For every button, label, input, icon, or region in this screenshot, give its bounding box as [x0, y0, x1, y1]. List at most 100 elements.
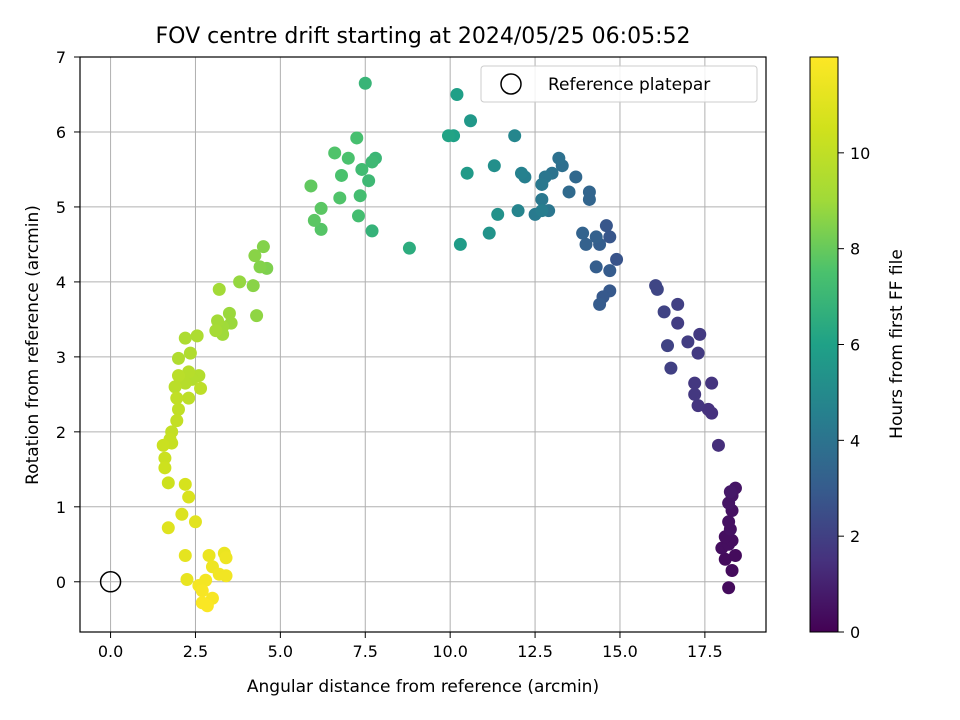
plot-area: 0.0 2.5 5.0 7.5 10.0 12.5 15.0 17.5 0 1 2 3 4 5 6 7 — [56, 48, 767, 661]
data-point — [219, 551, 233, 565]
data-point — [307, 213, 321, 227]
data-point — [691, 399, 705, 413]
data-point — [182, 490, 196, 504]
y-tick-label: 7 — [56, 48, 66, 67]
data-point — [175, 507, 189, 521]
data-point — [728, 549, 742, 563]
data-point — [610, 252, 624, 266]
data-point — [158, 461, 172, 475]
data-point — [248, 249, 262, 263]
data-point — [552, 151, 566, 165]
data-points — [156, 76, 742, 613]
data-point — [691, 346, 705, 360]
data-point — [464, 114, 478, 128]
data-point — [246, 279, 260, 293]
data-point — [211, 314, 225, 328]
data-point — [209, 324, 223, 338]
data-point — [589, 260, 603, 274]
data-point — [725, 564, 739, 578]
reference-platepar-marker — [99, 571, 122, 593]
data-point — [722, 515, 736, 529]
data-point — [170, 391, 184, 405]
chart-title: FOV centre drift starting at 2024/05/25 … — [156, 24, 691, 49]
data-point — [664, 361, 678, 375]
data-point — [202, 549, 216, 563]
data-point — [441, 129, 455, 143]
x-tick-label: 2.5 — [183, 642, 208, 661]
data-point — [188, 515, 202, 529]
data-point — [701, 402, 715, 416]
colorbar-gradient — [809, 56, 839, 633]
data-point — [183, 346, 197, 360]
data-point — [341, 151, 355, 165]
colorbar-tick-label: 2 — [850, 527, 860, 546]
data-point — [711, 438, 725, 452]
data-point — [178, 331, 192, 345]
x-tick-label: 10.0 — [432, 642, 468, 661]
data-point — [222, 306, 236, 320]
data-point — [178, 549, 192, 563]
y-tick-label: 0 — [56, 573, 66, 592]
data-point — [688, 376, 702, 390]
data-point — [219, 569, 233, 583]
data-point — [671, 316, 685, 330]
data-point — [194, 381, 208, 395]
data-point — [511, 204, 525, 218]
data-point — [514, 166, 528, 180]
data-point — [334, 168, 348, 182]
data-point — [491, 207, 505, 221]
data-point — [460, 166, 474, 180]
data-point — [671, 297, 685, 311]
data-point — [718, 552, 732, 566]
x-tick-label: 12.5 — [517, 642, 553, 661]
x-axis-label: Angular distance from reference (arcmin) — [247, 677, 599, 697]
data-point — [180, 573, 194, 587]
x-tick-label: 15.0 — [602, 642, 638, 661]
data-point — [722, 581, 736, 595]
colorbar-ticks: 0 2 4 6 8 10 — [838, 144, 870, 642]
data-point — [402, 241, 416, 255]
data-point — [190, 329, 204, 343]
data-point — [535, 177, 549, 191]
data-point — [453, 237, 467, 251]
data-point — [535, 192, 549, 206]
data-point — [178, 477, 192, 491]
data-point — [351, 209, 365, 223]
data-point — [579, 237, 593, 251]
data-point — [569, 170, 583, 184]
y-axis-ticks: 0 1 2 3 4 5 6 7 — [56, 48, 80, 592]
data-point — [195, 596, 209, 610]
y-tick-label: 1 — [56, 498, 66, 517]
data-point — [365, 224, 379, 238]
x-tick-label: 17.5 — [687, 642, 723, 661]
x-tick-label: 0.0 — [98, 642, 123, 661]
data-point — [171, 351, 185, 365]
colorbar-tick-label: 4 — [850, 431, 860, 450]
data-point — [158, 451, 172, 465]
data-point — [171, 369, 185, 383]
data-point — [355, 162, 369, 176]
data-point — [705, 376, 719, 390]
data-point — [603, 230, 617, 244]
colorbar-tick-label: 0 — [850, 623, 860, 642]
data-point — [582, 192, 596, 206]
legend: Reference platepar — [480, 65, 758, 103]
data-point — [693, 327, 707, 341]
data-point — [365, 155, 379, 169]
data-point — [576, 226, 590, 240]
data-point — [314, 201, 328, 215]
data-point — [250, 309, 264, 323]
data-point — [195, 584, 209, 598]
data-point — [256, 240, 270, 254]
y-tick-label: 5 — [56, 198, 66, 217]
data-point — [353, 189, 367, 203]
data-point — [358, 76, 372, 90]
data-point — [161, 476, 175, 490]
legend-label: Reference platepar — [548, 75, 710, 95]
colorbar: 0 2 4 6 8 10 Hours from first FF file — [809, 56, 907, 642]
colorbar-label: Hours from first FF file — [887, 249, 907, 439]
y-axis-label: Rotation from reference (arcmin) — [23, 205, 43, 485]
data-point — [482, 226, 496, 240]
x-tick-label: 7.5 — [353, 642, 378, 661]
